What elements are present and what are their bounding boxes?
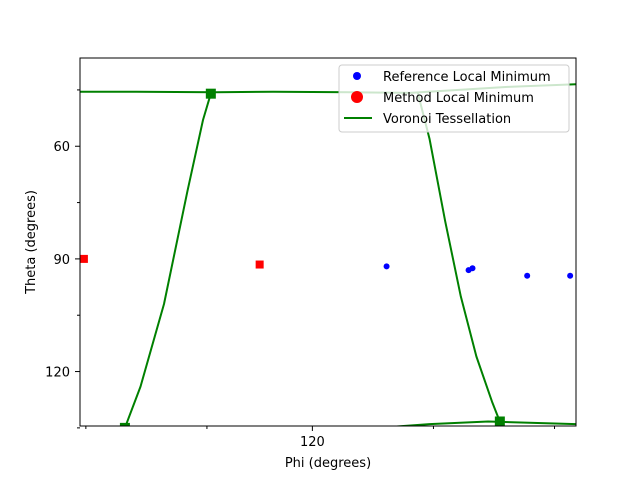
y-tick-label: 90 xyxy=(53,253,70,268)
y-axis: 60 90 120 xyxy=(45,89,80,429)
y-tick-label: 60 xyxy=(53,140,70,155)
y-axis-label: Theta (degrees) xyxy=(24,190,39,295)
voronoi-vertex xyxy=(494,416,505,426)
voronoi-vertex xyxy=(119,422,130,426)
legend-marker-method xyxy=(351,91,363,103)
x-tick-label: 120 xyxy=(300,435,325,450)
method-minimum-point xyxy=(255,260,264,269)
voronoi-vertex xyxy=(205,88,216,99)
legend-label-voronoi: Voronoi Tessellation xyxy=(383,112,511,127)
reference-minimum-point xyxy=(567,272,574,279)
x-axis: 120 xyxy=(85,426,556,450)
voronoi-edge xyxy=(389,420,576,426)
legend: Reference Local Minimum Method Local Min… xyxy=(338,64,570,133)
reference-minimum-point xyxy=(383,263,390,270)
legend-label-method: Method Local Minimum xyxy=(383,91,534,106)
voronoi-edge xyxy=(124,93,212,426)
legend-label-reference: Reference Local Minimum xyxy=(383,70,551,85)
legend-box xyxy=(338,64,570,133)
voronoi-edge xyxy=(416,92,501,422)
y-tick-label: 120 xyxy=(45,366,70,381)
reference-minimum-point xyxy=(469,265,476,272)
reference-minimum-point xyxy=(524,272,531,279)
legend-marker-reference xyxy=(353,72,361,80)
method-minimum-point xyxy=(80,254,88,263)
x-axis-label: Phi (degrees) xyxy=(285,456,371,471)
plot-frame xyxy=(79,57,577,427)
